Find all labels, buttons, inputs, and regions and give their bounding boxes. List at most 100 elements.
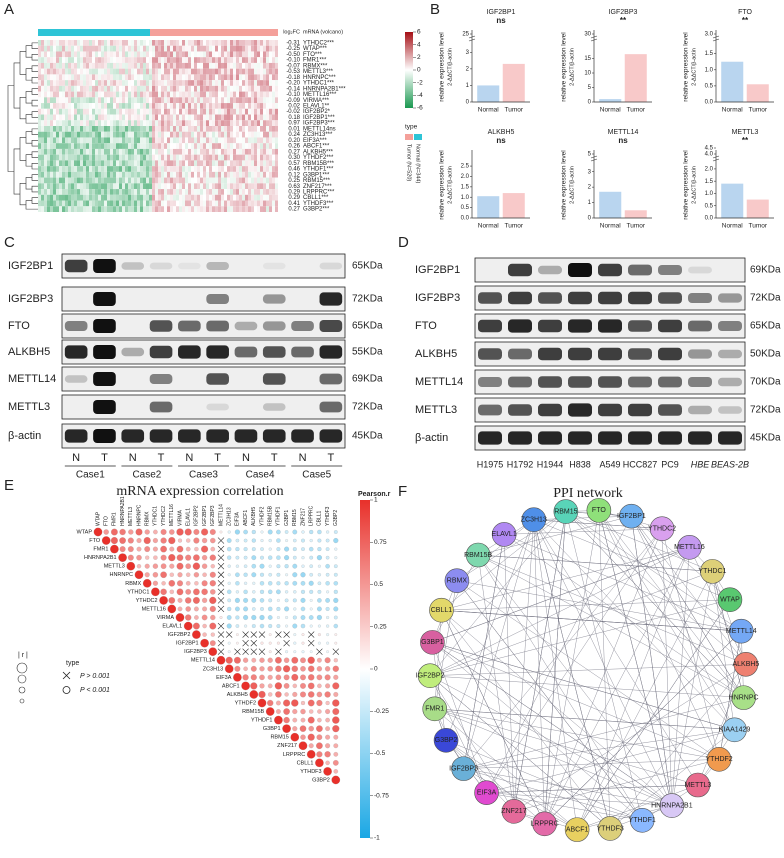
heatmap-cell — [50, 206, 53, 212]
correlation-circle — [301, 547, 305, 551]
heatmap-cell — [158, 143, 161, 149]
heatmap-cell — [275, 92, 278, 98]
correlation-circle — [162, 581, 166, 585]
heatmap-cell — [110, 149, 113, 155]
heatmap-cell — [260, 172, 263, 178]
colorbar — [360, 500, 370, 838]
heatmap-cell — [65, 189, 68, 195]
correlation-circle — [259, 691, 266, 698]
heatmap-cell — [41, 166, 44, 172]
heatmap-cell — [197, 80, 200, 86]
heatmap-cell — [116, 183, 119, 189]
heatmap-cell — [206, 166, 209, 172]
correlation-circle — [309, 709, 313, 713]
heatmap-cell — [215, 132, 218, 138]
node-label: ABCF1 — [566, 826, 589, 833]
heatmap-cell — [122, 160, 125, 166]
blot-band — [568, 431, 592, 444]
heatmap-cell — [74, 160, 77, 166]
heatmap-cell — [107, 183, 110, 189]
heatmap-cell — [203, 195, 206, 201]
correlation-circle — [325, 666, 330, 671]
correlation-circle — [307, 750, 315, 758]
heatmap-cell — [119, 160, 122, 166]
column-label: CBLL1 — [317, 510, 323, 526]
heatmap-cell — [86, 115, 89, 121]
heatmap-cell — [143, 126, 146, 132]
heatmap-cell — [263, 166, 266, 172]
heatmap-cell — [272, 40, 275, 46]
heatmap-cell — [44, 149, 47, 155]
heatmap-cell — [149, 103, 152, 109]
heatmap-cell — [155, 103, 158, 109]
heatmap-cell — [143, 86, 146, 92]
heatmap-cell — [125, 69, 128, 75]
correlation-circle — [145, 564, 150, 569]
heatmap-cell — [146, 92, 149, 98]
correlation-circle — [285, 590, 288, 593]
heatmap-cell — [80, 51, 83, 57]
heatmap-cell — [140, 63, 143, 69]
correlation-circle — [244, 582, 247, 585]
heatmap-cell — [215, 206, 218, 212]
heatmap-cell — [95, 109, 98, 115]
heatmap-cell — [230, 155, 233, 161]
heatmap-cell — [266, 143, 269, 149]
heatmap-cell — [83, 166, 86, 172]
heatmap-cell — [107, 57, 110, 63]
heatmap-cell — [50, 97, 53, 103]
heatmap-cell — [242, 46, 245, 52]
insignificant-mark — [218, 606, 224, 612]
heatmap-cell — [182, 160, 185, 166]
heatmap-cell — [119, 46, 122, 52]
heatmap-cell — [119, 189, 122, 195]
heatmap-cell — [116, 126, 119, 132]
heatmap-cell — [134, 80, 137, 86]
heatmap-cell — [179, 63, 182, 69]
heatmap-cell — [164, 92, 167, 98]
heatmap-cell — [173, 74, 176, 80]
heatmap-cell — [260, 183, 263, 189]
heatmap-cell — [185, 57, 188, 63]
heatmap-cell — [191, 115, 194, 121]
heatmap-cell — [125, 189, 128, 195]
heatmap-cell — [221, 132, 224, 138]
heatmap-cell — [275, 80, 278, 86]
blot-band — [478, 292, 502, 304]
heatmap-cell — [203, 115, 206, 121]
heatmap-cell — [239, 63, 242, 69]
correlation-circle — [252, 582, 255, 585]
heatmap-cell — [224, 183, 227, 189]
heatmap-cell — [263, 80, 266, 86]
heatmap-cell — [260, 126, 263, 132]
heatmap-cell — [167, 160, 170, 166]
correlation-circle — [332, 725, 339, 732]
heatmap-cell — [107, 92, 110, 98]
heatmap-cell — [206, 137, 209, 143]
heatmap-cell — [53, 206, 56, 212]
heatmap-cell — [242, 69, 245, 75]
heatmap-cell — [74, 143, 77, 149]
heatmap-cell — [152, 206, 155, 212]
heatmap-cell — [272, 103, 275, 109]
column-label: EIF3A — [235, 511, 241, 526]
heatmap-cell — [41, 178, 44, 184]
node-label: ZC3H13 — [521, 517, 547, 524]
heatmap-cell — [131, 160, 134, 166]
heatmap-cell — [161, 137, 164, 143]
correlation-circle — [244, 565, 247, 568]
heatmap-cell — [65, 178, 68, 184]
colorbar-label: 0.5 — [374, 581, 383, 588]
heatmap-cell — [59, 206, 62, 212]
heatmap-cell — [116, 40, 119, 46]
node-label: FMR1 — [425, 706, 444, 713]
heatmap-cell — [227, 195, 230, 201]
heatmap-cell — [125, 51, 128, 57]
heatmap-cell — [83, 74, 86, 80]
heatmap-cell — [161, 206, 164, 212]
heatmap-cell — [74, 166, 77, 172]
heatmap-cell — [209, 109, 212, 115]
column-label: YTHDC2 — [161, 506, 167, 526]
heatmap-cell — [215, 160, 218, 166]
correlation-circle — [128, 538, 134, 544]
